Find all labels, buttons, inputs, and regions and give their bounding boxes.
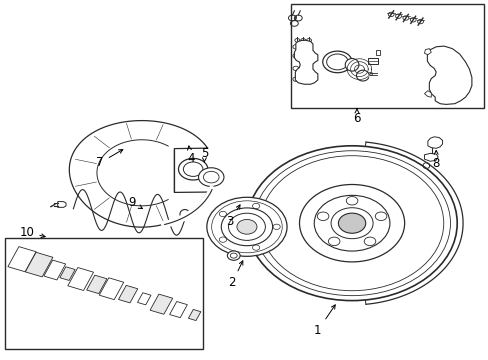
Polygon shape [188,310,201,320]
Polygon shape [150,294,172,314]
Polygon shape [99,278,123,300]
Polygon shape [427,46,471,104]
Polygon shape [137,293,151,305]
Circle shape [198,168,224,186]
Polygon shape [375,50,380,55]
Circle shape [206,197,286,256]
Circle shape [236,220,257,234]
Text: 2: 2 [228,261,243,289]
Polygon shape [424,91,430,97]
Ellipse shape [345,58,358,71]
Polygon shape [25,252,53,277]
Polygon shape [8,247,36,272]
Polygon shape [68,267,93,291]
Bar [5,238,203,349]
Circle shape [246,146,456,301]
Bar [367,58,377,64]
Polygon shape [118,285,138,303]
Circle shape [330,208,372,239]
Polygon shape [424,153,437,161]
Polygon shape [294,40,317,84]
Polygon shape [60,267,75,280]
Polygon shape [44,260,65,280]
Text: 10: 10 [20,226,45,239]
Circle shape [322,51,351,73]
Bar [300,63,310,72]
Circle shape [227,251,240,260]
Polygon shape [427,137,442,148]
Text: 8: 8 [431,150,439,170]
Polygon shape [169,302,187,318]
Text: 6: 6 [352,109,360,125]
Text: 9: 9 [128,196,142,209]
Text: 4: 4 [186,146,194,165]
Polygon shape [86,275,107,294]
Polygon shape [58,202,66,207]
Circle shape [338,213,365,233]
Text: 1: 1 [313,305,335,337]
Bar [300,49,310,58]
Circle shape [178,158,207,180]
Text: 3: 3 [225,205,240,228]
Text: 5: 5 [200,147,208,162]
Polygon shape [424,49,430,55]
Text: 7: 7 [96,149,122,169]
Bar [290,4,483,108]
